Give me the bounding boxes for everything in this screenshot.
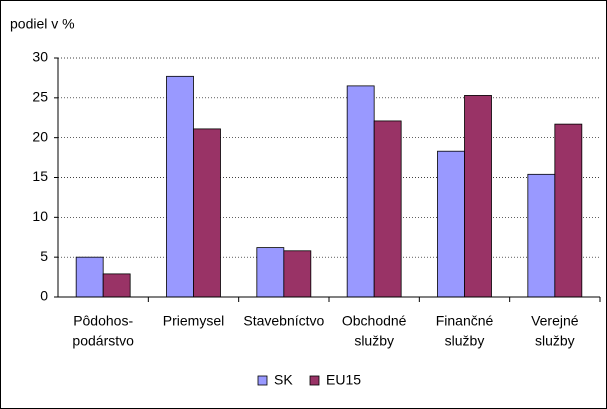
y-tick-label: 0 <box>40 288 48 304</box>
bar <box>193 128 221 298</box>
x-tick-label: služby <box>354 333 394 349</box>
bar <box>283 250 312 298</box>
x-tick-label: služby <box>535 333 575 349</box>
bar <box>166 75 194 298</box>
x-tick-label: Verejné <box>531 313 579 329</box>
bar <box>554 123 583 298</box>
y-tick-label: 20 <box>32 128 48 144</box>
bar <box>75 256 104 298</box>
legend-swatch <box>309 375 320 386</box>
x-tick-label: Stavebníctvo <box>243 313 324 329</box>
y-tick-label: 15 <box>32 168 48 184</box>
bar <box>464 95 492 298</box>
bar <box>527 173 556 298</box>
bar <box>256 247 285 298</box>
y-tick-label: 30 <box>32 49 48 65</box>
legend-label: SK <box>274 372 293 388</box>
x-tick-label: Obchodné <box>342 313 407 329</box>
y-tick-label: 25 <box>32 89 48 105</box>
y-tick-label: 5 <box>40 248 48 264</box>
bar <box>102 273 131 298</box>
x-tick-label: podárstvo <box>72 333 134 349</box>
bar <box>346 85 375 298</box>
y-axis-label: podiel v % <box>10 16 75 32</box>
x-tick-label: Finančné <box>436 313 494 329</box>
bar <box>437 150 465 298</box>
x-tick-label: Pôdohos- <box>73 313 133 329</box>
legend-swatch <box>257 375 268 386</box>
x-tick-label: služby <box>445 333 485 349</box>
x-tick-label: Priemysel <box>163 313 224 329</box>
y-tick-label: 10 <box>32 208 48 224</box>
legend-label: EU15 <box>326 372 361 388</box>
bar <box>373 120 402 298</box>
